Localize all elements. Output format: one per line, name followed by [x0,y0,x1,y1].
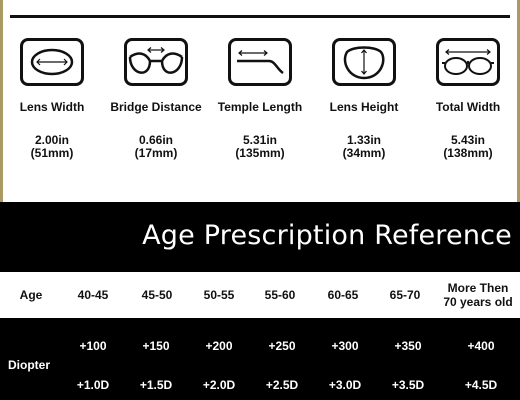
frame-border-right [517,0,520,400]
measurement-temple-length: Temple Length 5.31in (135mm) [208,38,312,160]
age-header: Age [19,288,43,302]
diopter-d-cell: +3.5D [391,378,425,392]
measurement-value: 0.66in (17mm) [134,133,178,160]
age-cell: More Then 70 years old [443,281,513,309]
measurement-value: 5.31in (135mm) [235,133,285,160]
temple-length-icon [228,38,292,86]
age-cell: 50-55 [203,288,235,302]
diopter-cell: +150 [142,339,170,353]
age-cell: 65-70 [389,288,421,302]
age-cell: 55-60 [264,288,296,302]
measurement-total-width: Total Width 5.43in (138mm) [416,38,520,160]
reference-banner [0,202,520,272]
diopter-cell: +100 [79,339,107,353]
diopter-d-cell: +2.0D [202,378,236,392]
total-width-icon [436,38,500,86]
frame-border-left [0,0,3,400]
measurement-lens-width: Lens Width 2.00in (51mm) [0,38,104,160]
bridge-distance-icon [124,38,188,86]
diopter-d-cell: +2.5D [265,378,299,392]
lens-height-icon [332,38,396,86]
diopter-d-cell: +1.0D [76,378,110,392]
diopter-cell: +250 [268,339,296,353]
measurement-label: Total Width [435,100,501,114]
diopter-d-cell: +1.5D [139,378,173,392]
measurement-value: 5.43in (138mm) [443,133,493,160]
age-cell: 45-50 [141,288,173,302]
measurement-label: Lens Width [19,100,85,114]
measurements-section: Lens Width 2.00in (51mm) Bridge Distance… [0,38,520,198]
measurement-label: Temple Length [217,100,303,114]
measurement-label: Lens Height [329,100,399,114]
top-divider [10,15,510,18]
diopter-d-cell: +4.5D [464,378,498,392]
lens-width-icon [20,38,84,86]
measurement-value: 2.00in (51mm) [30,133,74,160]
age-cell: 60-65 [327,288,359,302]
diopter-header: Diopter [8,358,50,372]
diopter-row: Diopter +100 +150 +200 +250 +300 +350 +4… [0,318,520,400]
diopter-cell: +400 [467,339,495,353]
age-cell: 40-45 [77,288,109,302]
measurement-label: Bridge Distance [110,100,202,114]
measurement-value: 1.33in (34mm) [342,133,386,160]
diopter-cell: +300 [331,339,359,353]
measurement-lens-height: Lens Height 1.33in (34mm) [312,38,416,160]
diopter-d-cell: +3.0D [328,378,362,392]
measurement-bridge-distance: Bridge Distance 0.66in (17mm) [104,38,208,160]
diopter-cell: +350 [394,339,422,353]
reference-title: Age Prescription Reference [142,220,512,251]
diopter-cell: +200 [205,339,233,353]
age-row: Age 40-45 45-50 50-55 55-60 60-65 65-70 … [0,272,520,318]
